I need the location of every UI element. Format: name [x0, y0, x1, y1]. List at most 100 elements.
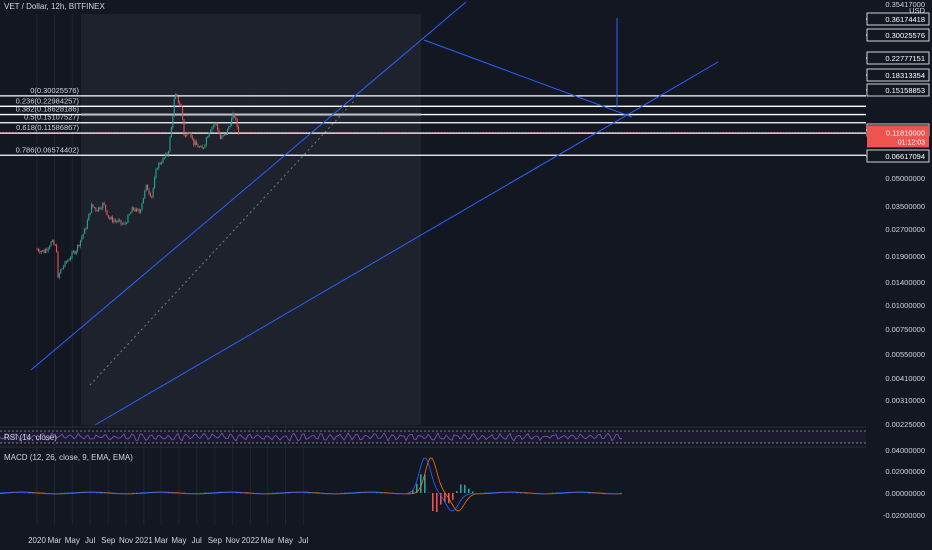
candles: [36, 93, 240, 280]
last-price-value: 0.11810000: [886, 128, 925, 137]
y-tick-label: 0.00410000: [885, 374, 925, 383]
candle-body: [229, 125, 231, 127]
candle-body: [49, 246, 51, 249]
macd-histogram-bar: [444, 493, 446, 503]
candle-body: [152, 188, 154, 197]
candle-body: [183, 119, 185, 136]
candle-body: [113, 220, 115, 222]
macd-pane: MACD (12, 26, close, 9, EMA, EMA): [0, 446, 866, 512]
rsi-pane: RSI (14, close): [0, 426, 866, 444]
candle-body: [149, 192, 151, 197]
candle-body: [61, 268, 63, 270]
candle-body: [98, 207, 100, 212]
macd-tick-label: 0.02000000: [885, 467, 925, 476]
candle-body: [134, 209, 136, 212]
candle-body: [100, 208, 102, 210]
candle-body: [140, 209, 142, 213]
macd-histogram-bar: [416, 483, 418, 493]
candle-body: [168, 151, 170, 155]
candle-body: [78, 244, 80, 246]
candle-body: [189, 132, 191, 134]
x-tick-label: Sep: [208, 536, 223, 545]
rsi-band: [0, 431, 866, 443]
candle-body: [179, 102, 181, 106]
candle-body: [74, 251, 76, 254]
x-tick-label: May: [65, 536, 80, 545]
candle-body: [67, 260, 69, 262]
candle-body: [47, 248, 49, 251]
candle-body: [222, 135, 224, 137]
macd-tick-label: 0.04000000: [885, 446, 925, 455]
candle-body: [130, 212, 132, 215]
candle-body: [114, 220, 116, 222]
price-label: 0.36174418: [885, 15, 925, 24]
candle-body: [236, 119, 238, 127]
candle-body: [36, 248, 38, 250]
candle-body: [75, 250, 77, 254]
price-label: 0.22777151: [885, 54, 925, 63]
candle-body: [128, 214, 130, 216]
candle-body: [203, 147, 205, 149]
candle-body: [37, 248, 39, 251]
candle-body: [141, 203, 143, 210]
candle-body: [231, 118, 233, 126]
candle-body: [207, 136, 209, 139]
time-axis[interactable]: 2020 Mar May Jul Sep Nov 2021 Mar May Jul Sep Nov 20…: [28, 536, 309, 545]
price-label-box: [866, 51, 930, 65]
y-tick-label: 0.01000000: [885, 301, 925, 310]
x-tick-label: Mar: [154, 536, 168, 545]
y-tick-label: 0.01400000: [885, 278, 925, 287]
x-tick-label: Nov: [226, 536, 240, 545]
fib-levels: 0(0.30025576)0.236(0.22984257)0.382(0.18…: [0, 86, 866, 156]
candle-body: [159, 162, 161, 164]
candle-body: [190, 132, 192, 138]
candle-body: [173, 99, 175, 117]
candle-body: [77, 244, 79, 251]
y-tick-label: 0.35417000: [885, 0, 925, 9]
candle-body: [126, 222, 128, 224]
candle-body: [196, 141, 198, 145]
candle-body: [184, 135, 186, 137]
x-tick-label: Mar: [261, 536, 275, 545]
candle-body: [210, 130, 212, 133]
candle-body: [224, 133, 226, 136]
fib-label: 0(0.30025576): [30, 86, 79, 95]
candle-body: [56, 245, 58, 253]
candle-body: [215, 123, 217, 124]
macd-histogram-bar: [420, 474, 422, 493]
candle-body: [95, 207, 97, 211]
candle-body: [235, 117, 237, 120]
candle-body: [219, 134, 221, 139]
macd-histogram-bar: [472, 491, 474, 493]
x-tick-label: Nov: [119, 536, 133, 545]
candle-body: [71, 252, 73, 258]
fib-label: 0.786(0.06574402): [16, 145, 80, 154]
price-label: 0.06617094: [885, 152, 925, 161]
candle-body: [166, 153, 168, 155]
channel-lower-line: [94, 61, 719, 426]
price-label-box: [866, 83, 930, 97]
candle-body: [57, 252, 59, 278]
candle-body: [186, 132, 188, 137]
candle-body: [112, 217, 114, 222]
macd-label: MACD (12, 26, close, 9, EMA, EMA): [4, 453, 133, 462]
trendlines[interactable]: [30, 1, 719, 426]
candle-body: [182, 106, 184, 120]
x-tick-label: Jul: [298, 536, 308, 545]
candle-body: [72, 251, 74, 253]
candle-body: [79, 240, 81, 246]
currency-label: USD: [909, 6, 925, 15]
candle-body: [214, 123, 216, 126]
rsi-label: RSI (14, close): [4, 433, 57, 442]
candle-body: [70, 257, 72, 260]
symbol-title: VET / Dollar, 12h, BITFINEX: [4, 2, 105, 11]
candle-body: [119, 220, 121, 221]
macd-tick-label: -0.02000000: [883, 511, 925, 520]
price-label-box: [866, 28, 930, 42]
candle-body: [85, 228, 87, 230]
x-tick-label: May: [171, 536, 186, 545]
candle-body: [201, 146, 203, 149]
candle-body: [89, 212, 91, 215]
